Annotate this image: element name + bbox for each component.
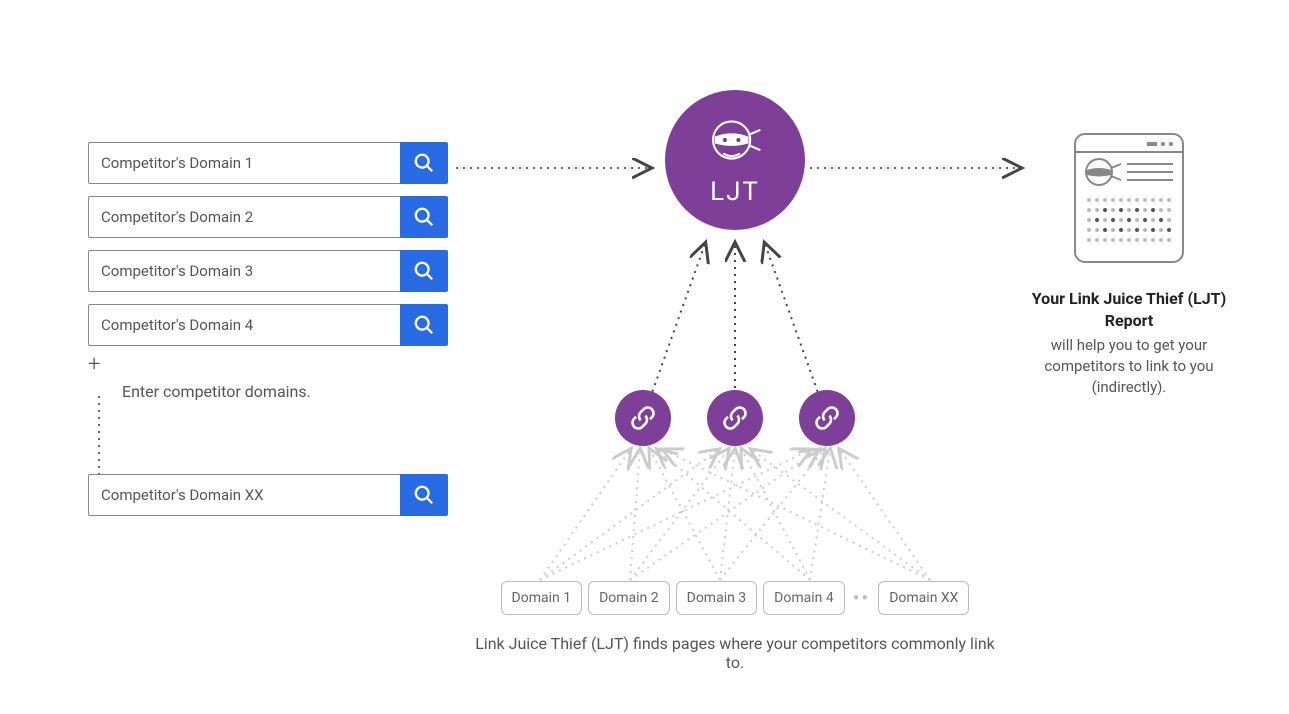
domain-box-last: Domain XX <box>878 581 969 615</box>
plus-icon: + <box>88 352 100 377</box>
domain-row: Domain 1Domain 2Domain 3Domain 4 •• Doma… <box>470 581 1000 615</box>
report-desc: will help you to get your competitors to… <box>1029 335 1229 398</box>
report-icon <box>1069 128 1189 268</box>
diagram-center: LJT Domain 1Domain 2Domain 3Domain 4 •• … <box>470 70 1000 690</box>
hint-text: Enter competitor domains. <box>122 382 311 401</box>
search-icon <box>413 314 435 336</box>
competitor-domain-field[interactable]: Competitor's Domain 4 <box>88 304 400 346</box>
link-node <box>707 390 763 446</box>
ljt-node: LJT <box>665 90 805 230</box>
domain-box: Domain 3 <box>676 581 758 615</box>
link-icon <box>629 404 657 432</box>
ninja-icon <box>708 113 762 171</box>
search-icon <box>413 206 435 228</box>
competitor-domain-field[interactable]: Competitor's Domain XX <box>88 474 400 516</box>
competitor-domain-field[interactable]: Competitor's Domain 2 <box>88 196 400 238</box>
competitor-inputs-panel: Competitor's Domain 1 Competitor's Domain… <box>88 142 448 528</box>
ellipsis-icon: •• <box>851 586 873 610</box>
link-node <box>799 390 855 446</box>
report-title: Your Link Juice Thief (LJT) Report <box>1029 288 1229 333</box>
competitor-domain-field[interactable]: Competitor's Domain 1 <box>88 142 400 184</box>
competitor-domain-field[interactable]: Competitor's Domain 3 <box>88 250 400 292</box>
competitor-input-row: Competitor's Domain 1 <box>88 142 448 184</box>
search-icon <box>413 260 435 282</box>
search-button[interactable] <box>400 142 448 184</box>
search-button[interactable] <box>400 304 448 346</box>
link-icon <box>721 404 749 432</box>
domain-box: Domain 4 <box>763 581 845 615</box>
link-node <box>615 390 671 446</box>
report-panel: Your Link Juice Thief (LJT) Report will … <box>1029 128 1229 398</box>
competitor-input-last: Competitor's Domain XX <box>88 474 448 516</box>
competitor-input-row: Competitor's Domain 2 <box>88 196 448 238</box>
search-button[interactable] <box>400 196 448 238</box>
competitor-input-row: Competitor's Domain 4 <box>88 304 448 346</box>
search-button[interactable] <box>400 250 448 292</box>
domain-box: Domain 1 <box>501 581 583 615</box>
ljt-label: LJT <box>710 177 760 207</box>
search-icon <box>413 152 435 174</box>
domain-box: Domain 2 <box>588 581 670 615</box>
competitor-input-row: Competitor's Domain 3 <box>88 250 448 292</box>
search-button[interactable] <box>400 474 448 516</box>
search-icon <box>413 484 435 506</box>
hint-row: + Enter competitor domains. <box>88 370 448 450</box>
diagram-caption: Link Juice Thief (LJT) finds pages where… <box>470 634 1000 672</box>
link-icon <box>813 404 841 432</box>
